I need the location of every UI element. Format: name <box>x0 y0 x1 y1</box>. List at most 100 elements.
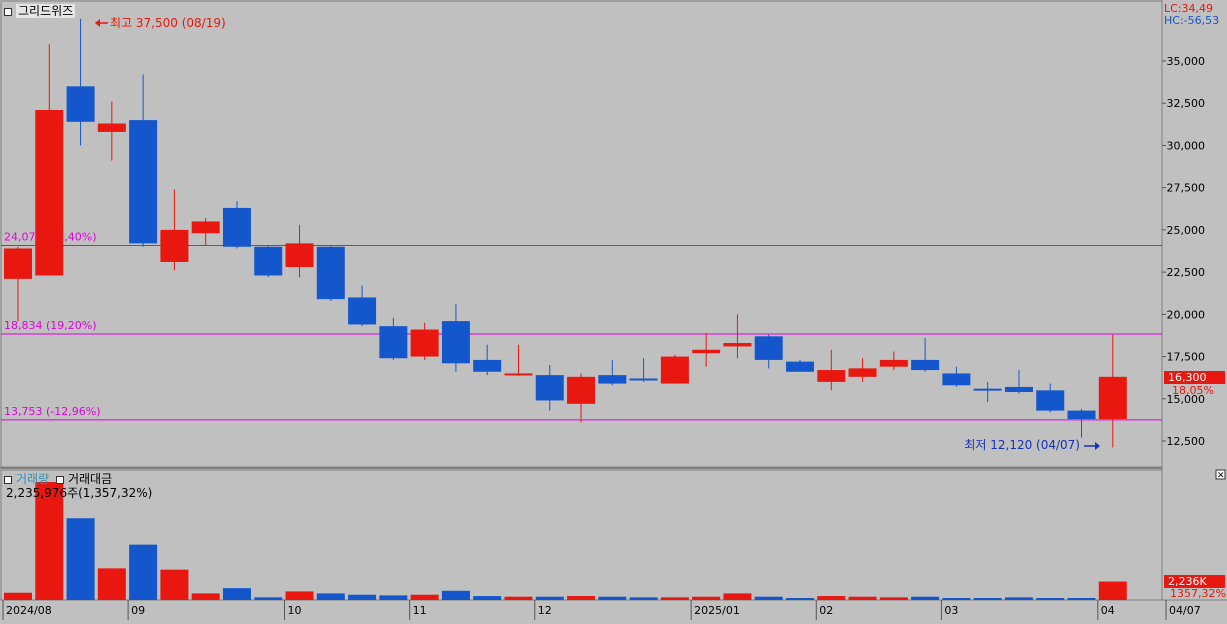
volume-bar[interactable] <box>4 592 32 600</box>
candle-body[interactable] <box>942 373 971 386</box>
price-tick-label: 15,000 <box>1167 393 1206 406</box>
candle-body[interactable] <box>441 321 470 364</box>
volume-bar[interactable] <box>723 593 752 600</box>
candle-body[interactable] <box>35 109 64 276</box>
candle-body[interactable] <box>473 359 502 372</box>
amount-toggle-icon[interactable] <box>55 475 64 484</box>
price-axis-area <box>1162 0 1227 600</box>
close-icon[interactable]: ✕ <box>1217 471 1225 481</box>
candle-body[interactable] <box>1004 386 1033 393</box>
volume-bar[interactable] <box>1098 581 1127 600</box>
candle-body[interactable] <box>692 349 721 354</box>
volume-bar[interactable] <box>129 544 158 600</box>
candle-body[interactable] <box>535 375 564 401</box>
date-axis-area <box>0 600 1227 620</box>
candle-body[interactable] <box>1098 376 1127 420</box>
volume-bar[interactable] <box>629 597 658 600</box>
candle-body[interactable] <box>4 248 32 279</box>
volume-bar[interactable] <box>191 593 220 600</box>
close-panel-box[interactable] <box>1215 469 1226 480</box>
tab-volume[interactable]: 거래량 <box>16 472 50 486</box>
candle-body[interactable] <box>285 243 314 268</box>
volume-bar[interactable] <box>160 569 189 600</box>
volume-bar[interactable] <box>660 597 689 600</box>
volume-bar[interactable] <box>692 596 721 600</box>
candle-body[interactable] <box>973 388 1002 391</box>
price-tick-label: 30,000 <box>1167 139 1206 152</box>
volume-bar[interactable] <box>567 596 596 600</box>
low-annotation: 최저 12,120 (04/07) <box>964 438 1100 452</box>
volume-bar[interactable] <box>598 596 627 600</box>
volume-bar[interactable] <box>316 593 345 600</box>
volume-bars <box>4 482 1127 600</box>
candle-body[interactable] <box>786 361 814 372</box>
candle-body[interactable] <box>379 326 408 359</box>
candle-body[interactable] <box>754 336 783 360</box>
stock-name: 그리드위즈 <box>16 4 76 18</box>
volume-bar[interactable] <box>222 588 251 600</box>
volume-bar[interactable] <box>66 518 95 600</box>
volume-toggle-icon[interactable] <box>4 475 12 484</box>
candle-body[interactable] <box>348 297 377 325</box>
candle-body[interactable] <box>817 370 846 382</box>
volume-bar[interactable] <box>1067 598 1096 600</box>
volume-bar[interactable] <box>473 596 502 600</box>
volume-panel[interactable] <box>0 469 1163 601</box>
candle-body[interactable] <box>66 86 95 122</box>
date-tick-label: 10 <box>288 604 302 617</box>
panel-toggle-icon[interactable] <box>4 7 12 16</box>
volume-bar[interactable] <box>379 595 408 600</box>
volume-info: 2,235,976주(1,357,32%) <box>6 486 153 500</box>
candle-body[interactable] <box>254 246 283 276</box>
volume-panel-header: 거래량 거래대금 <box>4 470 112 487</box>
volume-bar[interactable] <box>35 482 64 600</box>
volume-bar[interactable] <box>1036 598 1065 600</box>
current-volume-pct: 1357,32% <box>1170 587 1226 600</box>
volume-bar[interactable] <box>786 598 814 600</box>
high-label: 최고 37,500 (08/19) <box>110 16 226 30</box>
price-tick-label: 35,000 <box>1167 55 1206 68</box>
tab-amount[interactable]: 거래대금 <box>67 472 113 486</box>
candle-body[interactable] <box>160 229 189 262</box>
candle-body[interactable] <box>629 378 658 381</box>
date-tick-label: 2025/01 <box>694 604 740 617</box>
candle-body[interactable] <box>316 246 345 300</box>
volume-bar[interactable] <box>285 591 314 600</box>
candle-body[interactable] <box>410 329 439 357</box>
volume-bar[interactable] <box>535 596 564 600</box>
candle-body[interactable] <box>222 207 251 247</box>
candle-body[interactable] <box>129 120 158 244</box>
candle-body[interactable] <box>1067 410 1096 420</box>
volume-bar[interactable] <box>754 596 783 600</box>
volume-bar[interactable] <box>942 598 971 600</box>
volume-bar[interactable] <box>441 590 470 600</box>
close-panel-button[interactable]: ✕ <box>1215 469 1226 481</box>
volume-bar[interactable] <box>817 596 846 600</box>
volume-bar[interactable] <box>97 568 126 600</box>
price-tick-label: 17,500 <box>1167 351 1206 364</box>
volume-bar[interactable] <box>348 594 377 600</box>
volume-bar[interactable] <box>410 594 439 600</box>
candle-body[interactable] <box>660 356 689 384</box>
volume-bar[interactable] <box>848 596 877 600</box>
candle-body[interactable] <box>191 221 220 234</box>
candle-body[interactable] <box>504 373 533 376</box>
volume-bar[interactable] <box>504 596 533 600</box>
volume-bar[interactable] <box>254 597 283 600</box>
candle-body[interactable] <box>879 359 908 367</box>
volume-bar[interactable] <box>911 596 940 600</box>
candle-body[interactable] <box>598 375 627 384</box>
candle-body[interactable] <box>567 376 596 404</box>
candle-body[interactable] <box>848 368 877 377</box>
candle-body[interactable] <box>723 343 752 347</box>
candle-body[interactable] <box>1036 390 1065 411</box>
candle-body[interactable] <box>97 123 126 132</box>
date-tick-label: 04/07 <box>1169 604 1201 617</box>
candle-body[interactable] <box>911 359 940 371</box>
volume-bar[interactable] <box>879 597 908 600</box>
volume-bar[interactable] <box>1004 597 1033 600</box>
candles <box>4 18 1127 448</box>
volume-bar[interactable] <box>973 598 1002 600</box>
